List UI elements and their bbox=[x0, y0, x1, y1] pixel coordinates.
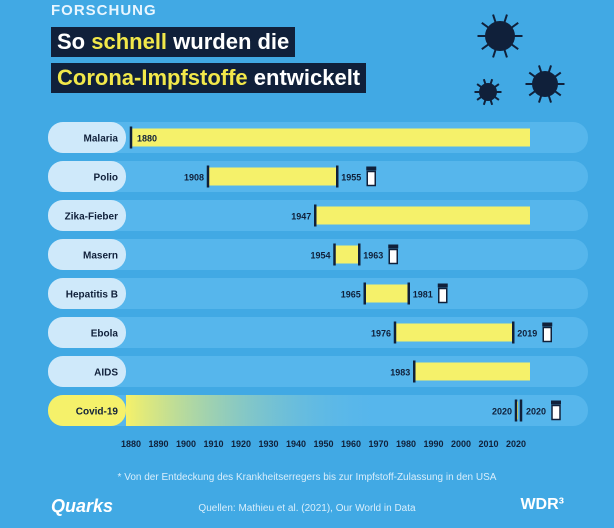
title-text: entwickelt bbox=[247, 65, 361, 90]
row-label: AIDS bbox=[94, 368, 118, 379]
virus-icon bbox=[525, 65, 565, 103]
range-bar bbox=[364, 284, 409, 303]
row-label-bg bbox=[48, 200, 126, 231]
virus-icon bbox=[474, 78, 502, 106]
x-tick-label: 2010 bbox=[478, 439, 498, 449]
end-year-label: 1955 bbox=[341, 173, 361, 183]
range-bar bbox=[395, 323, 514, 342]
start-year-label: 1954 bbox=[310, 251, 330, 261]
footnote: * Von der Entdeckung des Krankheitserreg… bbox=[117, 472, 497, 483]
x-tick-label: 2000 bbox=[451, 439, 471, 449]
row-label-bg bbox=[48, 395, 126, 426]
start-year-label: 2020 bbox=[492, 407, 512, 417]
vaccine-icon bbox=[551, 400, 561, 405]
x-tick-label: 1890 bbox=[148, 439, 168, 449]
vaccine-icon bbox=[437, 283, 448, 288]
row-label-bg bbox=[48, 317, 126, 348]
row-label: Malaria bbox=[84, 134, 119, 145]
start-year-label: 1965 bbox=[341, 290, 361, 300]
start-year-label: 1908 bbox=[184, 173, 204, 183]
x-tick-label: 1960 bbox=[341, 439, 361, 449]
x-tick-label: 1950 bbox=[313, 439, 333, 449]
x-tick-label: 1930 bbox=[258, 439, 278, 449]
title-line-1: So schnell wurden die bbox=[51, 27, 296, 57]
range-bar bbox=[208, 167, 338, 186]
vaccine-icon bbox=[366, 170, 376, 187]
vaccine-icon bbox=[388, 244, 399, 249]
x-tick-label: 1990 bbox=[423, 439, 443, 449]
kicker: FORSCHUNG bbox=[51, 2, 157, 19]
end-year-label: 2019 bbox=[517, 329, 537, 339]
row-label-bg bbox=[48, 356, 126, 387]
covid-highlight bbox=[126, 395, 386, 426]
range-bar bbox=[414, 362, 530, 381]
title-line-2: Corona-Impfstoffe entwickelt bbox=[51, 63, 367, 93]
start-year-label: 1983 bbox=[390, 368, 410, 378]
vaccine-icon bbox=[542, 322, 553, 327]
vaccine-icon bbox=[551, 404, 561, 421]
x-tick-label: 1880 bbox=[121, 439, 141, 449]
x-tick-label: 1940 bbox=[286, 439, 306, 449]
end-year-label: 1981 bbox=[413, 290, 433, 300]
row-label: Masern bbox=[83, 251, 118, 262]
row-label: Polio bbox=[94, 173, 118, 184]
title-highlight: Corona-Impfstoffe bbox=[57, 65, 248, 90]
row-label-bg bbox=[48, 122, 126, 153]
x-tick-label: 1920 bbox=[231, 439, 251, 449]
virus-icon bbox=[477, 14, 523, 58]
row-label: Zika-Fieber bbox=[65, 212, 118, 223]
vaccine-icon bbox=[438, 287, 448, 304]
title-highlight: schnell bbox=[91, 29, 168, 54]
vaccine-icon bbox=[542, 326, 552, 343]
vaccine-icon bbox=[366, 166, 377, 171]
wdr-logo: WDR³ bbox=[520, 496, 564, 513]
row-bg bbox=[48, 278, 588, 309]
x-tick-label: 1910 bbox=[203, 439, 223, 449]
quarks-logo: Quarks bbox=[51, 496, 114, 516]
row-bg bbox=[48, 239, 588, 270]
row-label-bg bbox=[48, 161, 126, 192]
start-year-label: 1976 bbox=[371, 329, 391, 339]
x-tick-label: 1980 bbox=[396, 439, 416, 449]
x-tick-label: 1900 bbox=[176, 439, 196, 449]
range-bar bbox=[131, 128, 530, 147]
title-text: So bbox=[57, 29, 92, 54]
source-text: Quellen: Mathieu et al. (2021), Our Worl… bbox=[198, 503, 416, 514]
end-year-label: 1963 bbox=[363, 251, 383, 261]
x-tick-label: 1970 bbox=[368, 439, 388, 449]
x-tick-label: 2020 bbox=[506, 439, 526, 449]
row-label-bg bbox=[48, 278, 126, 309]
end-year-label: 2020 bbox=[526, 407, 546, 417]
title-text: wurden die bbox=[167, 29, 290, 54]
row-label-bg bbox=[48, 239, 126, 270]
row-label: Hepatitis B bbox=[66, 290, 118, 301]
row-label: Ebola bbox=[91, 329, 119, 340]
start-year-label: 1880 bbox=[137, 134, 157, 144]
row-label: Covid-19 bbox=[76, 407, 119, 418]
range-bar bbox=[334, 245, 360, 264]
vaccine-icon bbox=[388, 248, 398, 265]
range-bar bbox=[315, 206, 530, 225]
start-year-label: 1947 bbox=[291, 212, 311, 222]
